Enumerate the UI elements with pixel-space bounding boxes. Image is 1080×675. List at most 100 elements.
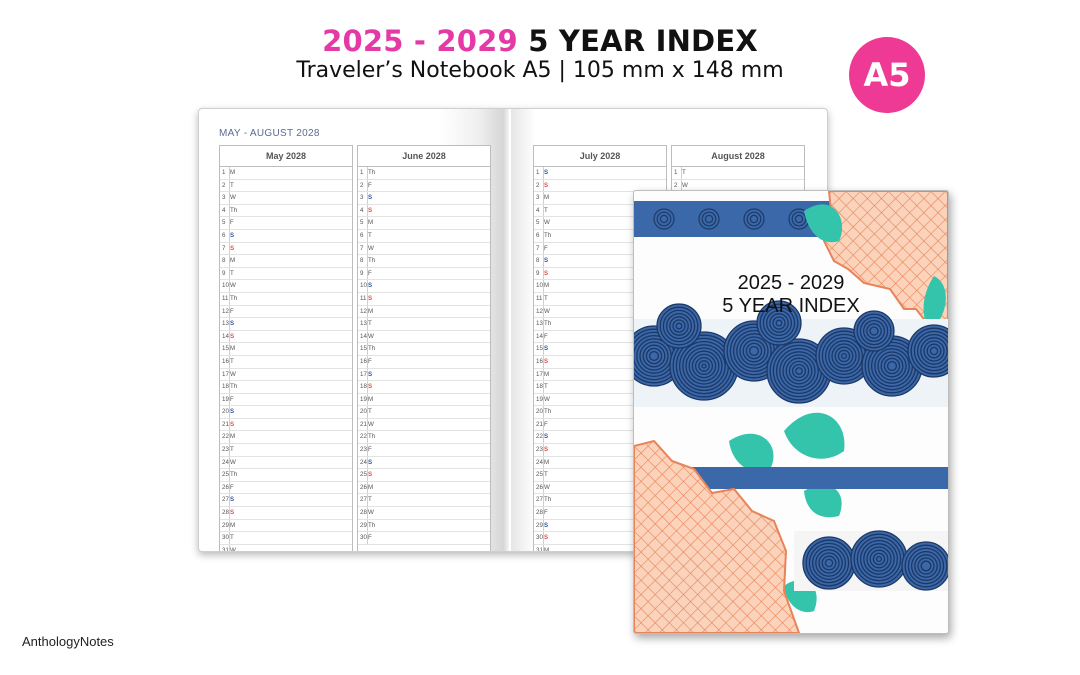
day-number: 17	[536, 370, 543, 378]
day-row: 26 F	[220, 481, 352, 495]
weekday-label: M	[368, 307, 374, 315]
weekday-label: M	[544, 458, 550, 466]
weekday-label: S	[544, 534, 549, 542]
weekday-label: T	[230, 269, 234, 277]
day-number: 18	[222, 383, 229, 391]
weekday-label: W	[544, 307, 550, 315]
day-number: 23	[536, 446, 543, 454]
day-row: 27 S	[220, 494, 352, 508]
day-row: 20 T	[358, 406, 490, 419]
day-number: 27	[222, 496, 229, 504]
day-row: 10 W	[220, 280, 352, 293]
weekday-label: W	[544, 395, 550, 403]
day-row: 25 S	[358, 469, 490, 482]
day-number: 5	[222, 219, 226, 227]
day-number: 13	[222, 320, 229, 328]
day-number: 12	[536, 307, 543, 315]
day-number: 31	[536, 546, 543, 552]
day-number: 10	[360, 282, 367, 290]
weekday-label: Th	[368, 433, 376, 441]
month-header: August 2028	[672, 146, 804, 167]
day-number: 2	[674, 181, 678, 189]
day-number: 7	[536, 244, 540, 252]
weekday-label: S	[230, 496, 235, 504]
day-row: 21 F	[534, 418, 666, 432]
day-number: 24	[222, 458, 229, 466]
weekday-label: S	[368, 206, 373, 214]
weekday-label: Th	[544, 496, 552, 504]
day-number: 20	[536, 408, 543, 416]
day-row: 28 F	[534, 507, 666, 520]
day-row: 11 Th	[220, 292, 352, 306]
day-number: 10	[222, 282, 229, 290]
day-number: 14	[222, 332, 229, 340]
day-row: 21 S	[220, 418, 352, 432]
weekday-label: M	[544, 194, 550, 202]
weekday-label: T	[544, 383, 548, 391]
weekday-label: Th	[368, 257, 376, 265]
day-row: 20 S	[220, 406, 352, 419]
day-row: 24 M	[534, 456, 666, 470]
weekday-label: W	[544, 219, 550, 227]
day-number: 3	[536, 194, 540, 202]
day-number: 12	[360, 307, 367, 315]
day-number: 31	[222, 546, 229, 552]
day-number: 20	[360, 408, 367, 416]
weekday-label: Th	[230, 206, 238, 214]
weekday-label: S	[368, 383, 373, 391]
day-number: 10	[536, 282, 543, 290]
weekday-label: T	[368, 320, 372, 328]
day-number: 19	[536, 395, 543, 403]
weekday-label: F	[544, 420, 548, 428]
day-number: 11	[360, 294, 367, 302]
weekday-label: T	[368, 408, 372, 416]
day-number: 21	[360, 420, 367, 428]
day-row: 30 F	[358, 532, 490, 545]
day-number: 4	[360, 206, 364, 214]
day-row: 26 M	[358, 481, 490, 495]
weekday-label: M	[230, 433, 236, 441]
weekday-label: S	[544, 433, 549, 441]
weekday-label: M	[230, 345, 236, 353]
day-number: 1	[360, 169, 364, 176]
weekday-label: S	[544, 257, 549, 265]
weekday-label: W	[544, 483, 550, 491]
day-row: 14 S	[220, 330, 352, 344]
day-number: 9	[222, 269, 226, 277]
day-row: 21 W	[358, 418, 490, 432]
weekday-label: W	[682, 181, 688, 189]
day-number: 4	[536, 206, 540, 214]
day-row: 6 Th	[534, 229, 666, 243]
day-number: 11	[222, 294, 229, 302]
weekday-label: S	[368, 294, 373, 302]
weekday-label: S	[368, 282, 373, 290]
weekday-label: S	[230, 509, 235, 517]
weekday-label: M	[544, 370, 550, 378]
day-number: 18	[536, 383, 543, 391]
day-number: 28	[222, 509, 229, 517]
day-number: 7	[360, 244, 364, 252]
weekday-label: Th	[230, 294, 238, 302]
weekday-label: T	[368, 231, 372, 239]
weekday-label: W	[230, 458, 236, 466]
weekday-label: S	[544, 446, 549, 454]
day-row: 25 Th	[220, 469, 352, 482]
day-row: 10 M	[534, 280, 666, 293]
notebook-cover: 2025 - 2029 5 YEAR INDEX	[633, 190, 949, 634]
day-row: 23 T	[220, 444, 352, 457]
weekday-label: S	[230, 408, 235, 416]
day-row: 12 W	[534, 305, 666, 319]
weekday-label: M	[230, 169, 236, 176]
day-row: 4 Th	[220, 204, 352, 218]
day-number: 27	[536, 496, 543, 504]
day-number: 16	[536, 357, 543, 365]
